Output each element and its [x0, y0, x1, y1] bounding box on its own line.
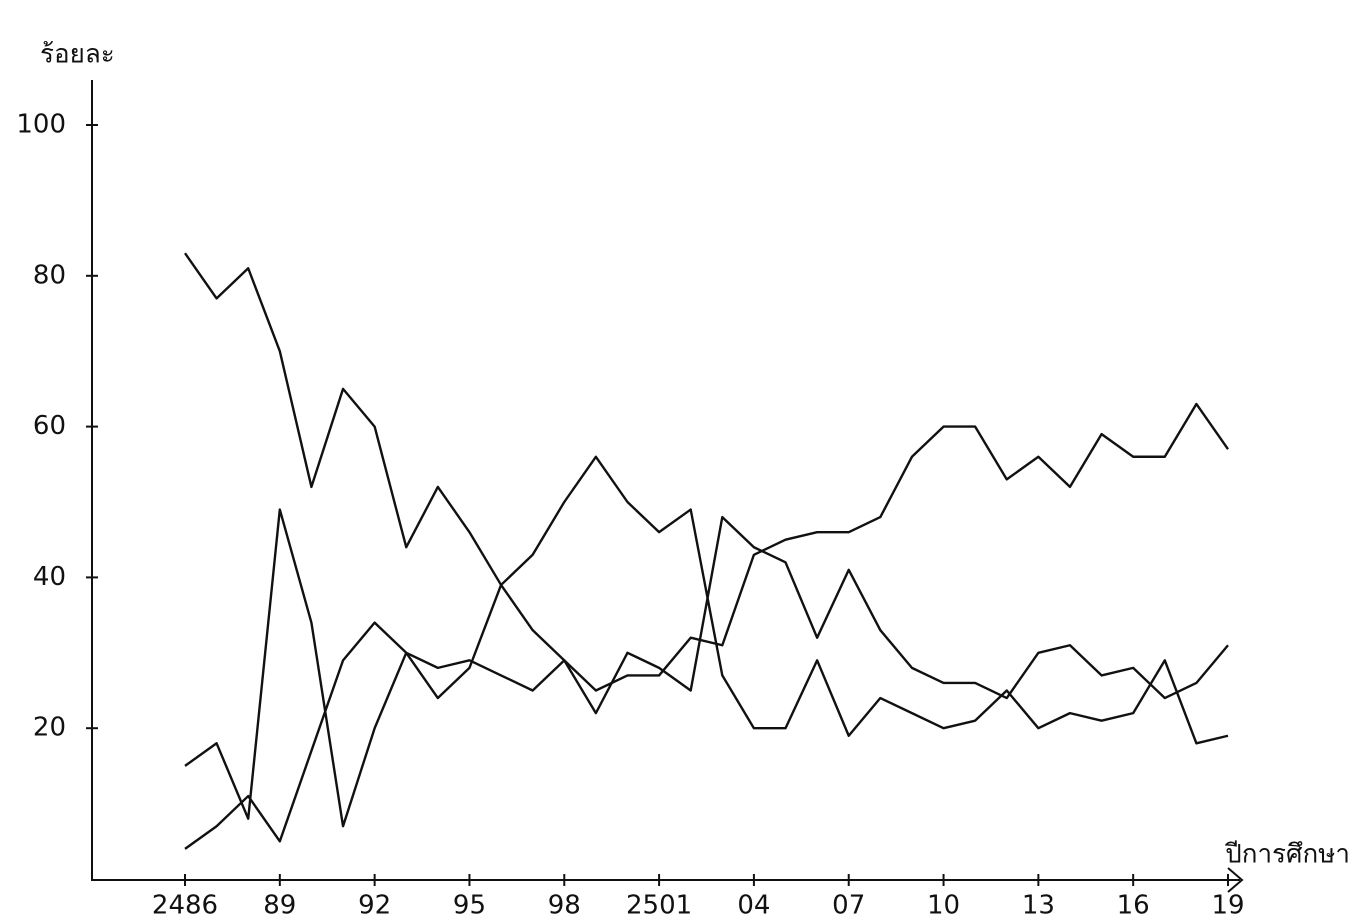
x-tick-label: 16	[1117, 891, 1150, 921]
series-line	[184, 252, 1229, 715]
series-line	[184, 455, 1229, 828]
y-tick-label: 20	[33, 713, 66, 743]
x-axis-title: ปีการศึกษา	[1224, 840, 1350, 870]
x-tick-label: 89	[263, 891, 296, 921]
x-tick-label: 2501	[626, 891, 692, 921]
x-tick-label: 95	[453, 891, 486, 921]
y-tick-label: 60	[33, 411, 66, 441]
axes	[91, 80, 1240, 881]
y-tick-label: 100	[16, 110, 66, 140]
x-tick-label: 98	[548, 891, 581, 921]
x-arrow	[1227, 867, 1244, 893]
x-tick-label: 13	[1022, 891, 1055, 921]
y-axis-title: ร้อยละ	[40, 40, 115, 70]
y-tick-label: 40	[33, 562, 66, 592]
y-tick-label: 80	[33, 260, 66, 290]
x-tick-label: 10	[927, 891, 960, 921]
x-tick-label: 2486	[152, 891, 218, 921]
x-tick-label: 04	[737, 891, 770, 921]
x-tick-label: 19	[1211, 891, 1244, 921]
x-tick-label: 92	[358, 891, 391, 921]
series-line	[184, 402, 1229, 850]
x-tick-label: 07	[832, 891, 865, 921]
